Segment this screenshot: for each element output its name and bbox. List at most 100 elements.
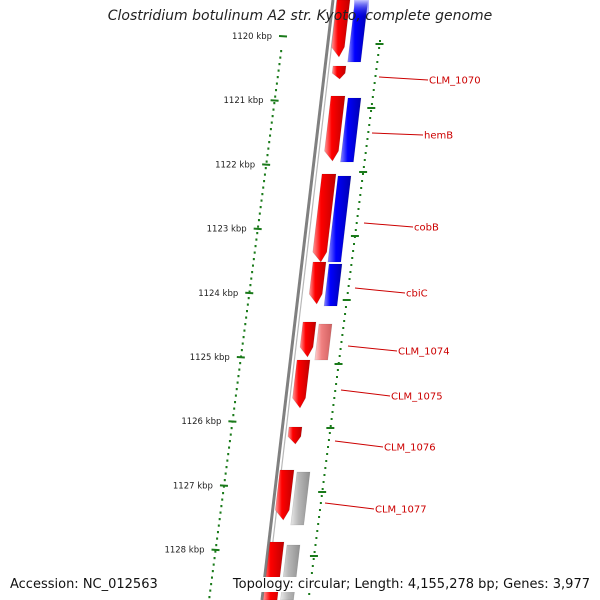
ruler-dot — [280, 50, 283, 53]
gene-label: CLM_1076 — [384, 443, 436, 454]
ruler-dot — [253, 251, 256, 254]
outer-ruler-dot — [364, 152, 367, 154]
ruler-dot — [244, 323, 247, 326]
gene-label-leader — [371, 132, 424, 136]
backbone-line — [260, 0, 335, 600]
outer-ruler-dot — [379, 40, 381, 42]
ruler-dot — [277, 69, 280, 72]
ruler-dot — [270, 121, 273, 124]
ruler-dot — [212, 563, 215, 566]
outer-ruler-dot — [335, 376, 338, 378]
gene-red — [331, 0, 351, 58]
ruler-dot — [265, 160, 268, 163]
ruler-dot — [257, 225, 260, 228]
outer-ruler-dot — [366, 138, 369, 140]
gene-label-leader — [354, 287, 406, 294]
outer-ruler-dot — [320, 495, 323, 497]
ruler-dot — [263, 180, 266, 183]
ruler-tick — [236, 356, 245, 359]
outer-ruler-dot — [344, 306, 347, 308]
ruler-dot — [234, 401, 237, 404]
ruler-dot — [269, 128, 272, 131]
map-title: Clostridium botulinum A2 str. Kyoto, com… — [107, 8, 493, 24]
ruler-dot — [271, 115, 274, 118]
gene-label-leader — [363, 222, 414, 228]
outer-ruler-dot — [355, 222, 358, 224]
ruler-dot — [224, 472, 227, 475]
ruler-dot — [235, 388, 238, 391]
outer-ruler-dot — [346, 292, 349, 294]
outer-ruler-dot — [328, 432, 331, 434]
outer-ruler-dot — [331, 411, 334, 413]
ruler-dot — [228, 446, 231, 449]
ruler-tick-label: 1120 kbp — [232, 32, 272, 42]
ruler-track: 1120 kbp 1121 kbp 1122 kbp 1123 kbp 1124 kbp… — [164, 32, 288, 599]
outer-ruler-dot — [368, 124, 371, 126]
outer-ruler-dot — [333, 397, 336, 399]
ruler-dot — [209, 589, 212, 592]
ruler-dot — [234, 394, 237, 397]
ruler-tick — [278, 35, 288, 38]
outer-ruler-dot — [353, 243, 356, 245]
gene-label: cobB — [414, 223, 439, 234]
ruler-dot — [262, 186, 265, 189]
outer-ruler-dot — [361, 173, 364, 175]
outer-ruler-dot — [315, 537, 318, 539]
ruler-dot — [229, 433, 232, 436]
outer-ruler-dot — [359, 194, 362, 196]
ruler-dot — [242, 336, 245, 339]
ruler-dot — [219, 511, 222, 514]
ruler-dot — [246, 303, 249, 306]
ruler-tick — [262, 163, 271, 166]
outer-ruler-dot — [339, 348, 342, 350]
outer-ruler-dot — [347, 285, 350, 287]
outer-ruler-dot — [323, 474, 326, 476]
outer-ruler-dot — [338, 355, 341, 357]
gene-label-leader — [334, 440, 384, 448]
ruler-dot — [275, 82, 278, 85]
outer-ruler-dot — [352, 250, 355, 252]
outer-ruler-dot — [335, 383, 338, 385]
outer-ruler-dot — [318, 509, 321, 511]
gene-red — [287, 426, 303, 445]
ruler-dot — [245, 316, 248, 319]
ruler-dot — [238, 368, 241, 371]
ruler-dot — [213, 557, 216, 560]
outer-ruler-dot — [348, 278, 351, 280]
ruler-dot — [276, 76, 279, 79]
outer-ruler-dot — [321, 488, 324, 490]
ruler-dot — [249, 284, 252, 287]
ruler-tick — [228, 420, 237, 423]
gene-gray — [290, 471, 311, 526]
ruler-dot — [247, 297, 250, 300]
ruler-dot — [248, 290, 251, 293]
outer-ruler-dot — [370, 103, 373, 105]
ruler-tick-label: 1127 kbp — [173, 481, 213, 491]
outer-ruler-dot — [341, 334, 344, 336]
ruler-dot — [278, 63, 281, 66]
gene-label: cbiC — [406, 289, 428, 300]
outer-ruler-dot — [336, 369, 339, 371]
outer-ruler-dot — [377, 54, 380, 56]
ruler-dot — [252, 258, 255, 261]
ruler-dot — [279, 56, 282, 59]
outer-ruler-dot — [319, 502, 322, 504]
outer-ruler-dot — [343, 320, 346, 322]
ruler-dot — [245, 310, 248, 313]
ruler-dot — [225, 466, 228, 469]
accession-text: Accession: NC_012563 — [8, 577, 160, 592]
outer-ruler-dot — [326, 453, 329, 455]
ruler-tick-label: 1123 kbp — [207, 225, 247, 235]
outer-ruler-dot — [370, 110, 373, 112]
ruler-dot — [230, 427, 233, 430]
outer-ruler-dot — [378, 47, 381, 49]
outer-ruler-dot — [324, 467, 327, 469]
outer-ruler-dot — [313, 551, 316, 553]
ruler-tick-label: 1122 kbp — [215, 160, 255, 170]
ruler-dot — [222, 492, 225, 495]
ruler-dot — [250, 277, 253, 280]
gene-track — [262, 0, 369, 600]
ruler-dot — [266, 154, 269, 157]
ruler-dot — [239, 362, 242, 365]
